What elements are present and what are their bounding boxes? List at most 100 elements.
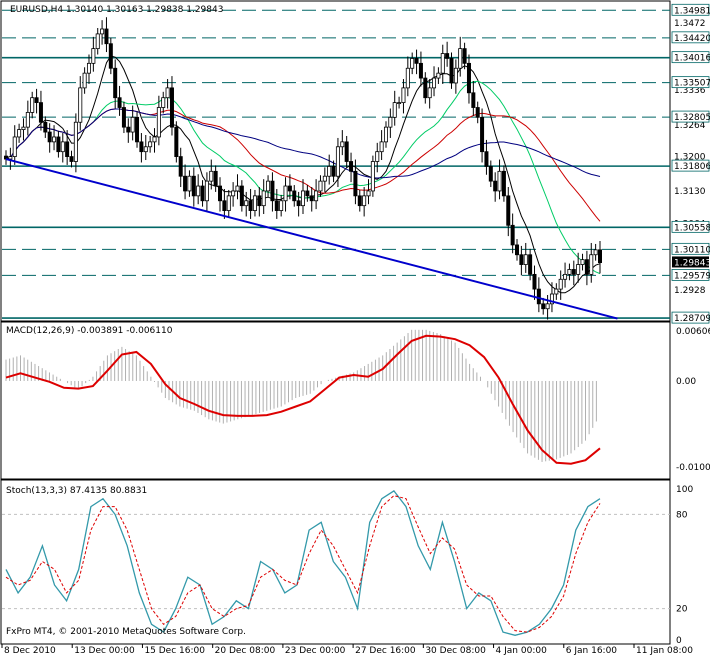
stoch-tick-label: 0 — [676, 636, 682, 646]
candle-body-83 — [366, 190, 371, 197]
candle-body-14 — [65, 141, 70, 157]
macd-panel-frame — [0, 321, 671, 480]
candle-body-112 — [493, 180, 498, 192]
candle-body-110 — [484, 151, 489, 167]
candle-body-32 — [143, 146, 148, 153]
level-label-9: 1.28709 — [674, 314, 710, 324]
candle-body-70 — [309, 195, 314, 202]
candle-body-24 — [108, 43, 113, 69]
candle-body-121 — [532, 273, 537, 290]
candle-body-13 — [60, 141, 65, 153]
candle-body-48 — [213, 170, 218, 187]
macd-tick-label: 0.00606 — [676, 327, 710, 337]
candle-body-130 — [571, 269, 576, 275]
candle-body-8 — [38, 102, 43, 123]
candle-body-132 — [580, 259, 585, 265]
candle-body-62 — [274, 200, 279, 211]
x-tick-label: 30 Dec 08:00 — [425, 646, 486, 656]
candle-body-30 — [135, 116, 140, 143]
candle-body-33 — [148, 141, 153, 148]
level-label-4: 1.32805 — [674, 113, 710, 123]
candle-body-39 — [174, 126, 179, 157]
candle-body-27 — [121, 107, 126, 128]
candle-body-120 — [528, 254, 533, 275]
candle-body-22 — [100, 28, 105, 35]
candle-body-5 — [25, 112, 30, 128]
candle-body-0 — [4, 155, 9, 160]
level-label-box — [671, 76, 710, 89]
candle-body-105 — [462, 48, 467, 64]
candle-body-20 — [91, 48, 96, 64]
candle-body-66 — [292, 190, 297, 202]
candle-body-19 — [86, 62, 91, 74]
level-label-box — [671, 3, 710, 16]
level-label-box — [671, 220, 710, 233]
candle-body-94 — [414, 58, 419, 64]
candle-body-60 — [266, 180, 271, 192]
level-label-0: 1.34981 — [674, 6, 710, 16]
level-label-7: 1.30110 — [674, 245, 710, 255]
stoch-title: Stoch(13,3,3) 87.4135 80.8831 — [6, 486, 147, 496]
candle-body-10 — [47, 131, 52, 143]
candle-body-96 — [423, 77, 428, 99]
macd-title: MACD(12,26,9) -0.003891 -0.006110 — [6, 326, 173, 336]
candle-body-127 — [558, 278, 563, 290]
candle-body-84 — [370, 161, 375, 192]
price-tick-label: 1.3200 — [674, 153, 706, 163]
candle-body-133 — [584, 259, 589, 275]
candle-body-44 — [196, 185, 201, 197]
candle-body-72 — [318, 180, 323, 192]
candle-body-51 — [226, 195, 231, 211]
candle-body-91 — [401, 87, 406, 104]
level-label-box — [671, 31, 710, 44]
level-label-1: 1.34420 — [674, 34, 710, 44]
candle-body-126 — [554, 288, 559, 295]
candle-body-1 — [8, 156, 13, 160]
candle-body-35 — [156, 107, 161, 138]
current-price-box — [672, 256, 709, 268]
candle-body-59 — [261, 190, 266, 207]
candle-body-74 — [327, 166, 332, 177]
candle-body-102 — [449, 58, 454, 84]
candle-body-7 — [34, 97, 39, 104]
candle-body-67 — [296, 200, 301, 207]
support-trendline[interactable] — [5, 158, 618, 320]
price-tick-label: 1.3336 — [674, 86, 706, 96]
candle-body-76 — [335, 146, 340, 177]
candle-body-3 — [17, 129, 22, 138]
x-tick-label: 11 Jan 08:00 — [636, 646, 693, 656]
candle-body-64 — [283, 185, 288, 202]
stoch-tick-label: 100 — [676, 485, 693, 495]
candle-body-87 — [383, 126, 388, 143]
stoch-signal-line — [5, 495, 601, 633]
candle-body-61 — [270, 180, 275, 202]
candle-body-78 — [344, 141, 349, 162]
ma-blue-line — [5, 108, 601, 179]
symbol-title: EURUSD,H4 — [10, 5, 63, 15]
price-tick-label: 1.3264 — [674, 121, 706, 131]
candle-body-56 — [248, 200, 253, 211]
candle-body-115 — [506, 195, 511, 226]
candle-body-71 — [314, 190, 319, 202]
price-tick-label: 1.3472 — [674, 19, 706, 29]
candle-body-90 — [397, 102, 402, 105]
level-label-box — [671, 269, 710, 281]
candle-body-134 — [589, 254, 594, 275]
level-label-5: 1.31806 — [674, 162, 710, 172]
current-price-label: 1.29843 — [674, 258, 710, 268]
candle-body-101 — [445, 53, 450, 59]
candle-body-107 — [471, 92, 476, 108]
x-tick-label: 13 Dec 00:00 — [74, 646, 135, 656]
candle-body-15 — [69, 156, 74, 162]
x-tick-label: 4 Jan 00:00 — [496, 646, 548, 656]
candle-body-92 — [405, 67, 410, 89]
x-tick-label: 27 Dec 16:00 — [355, 646, 416, 656]
candle-body-85 — [375, 151, 380, 162]
candle-body-11 — [52, 136, 57, 143]
candle-body-49 — [218, 185, 223, 202]
candle-body-55 — [244, 200, 249, 207]
candle-body-108 — [475, 107, 480, 118]
copyright-text: FxPro MT4, © 2001-2010 MetaQuotes Softwa… — [6, 627, 246, 637]
candle-body-73 — [322, 175, 327, 182]
